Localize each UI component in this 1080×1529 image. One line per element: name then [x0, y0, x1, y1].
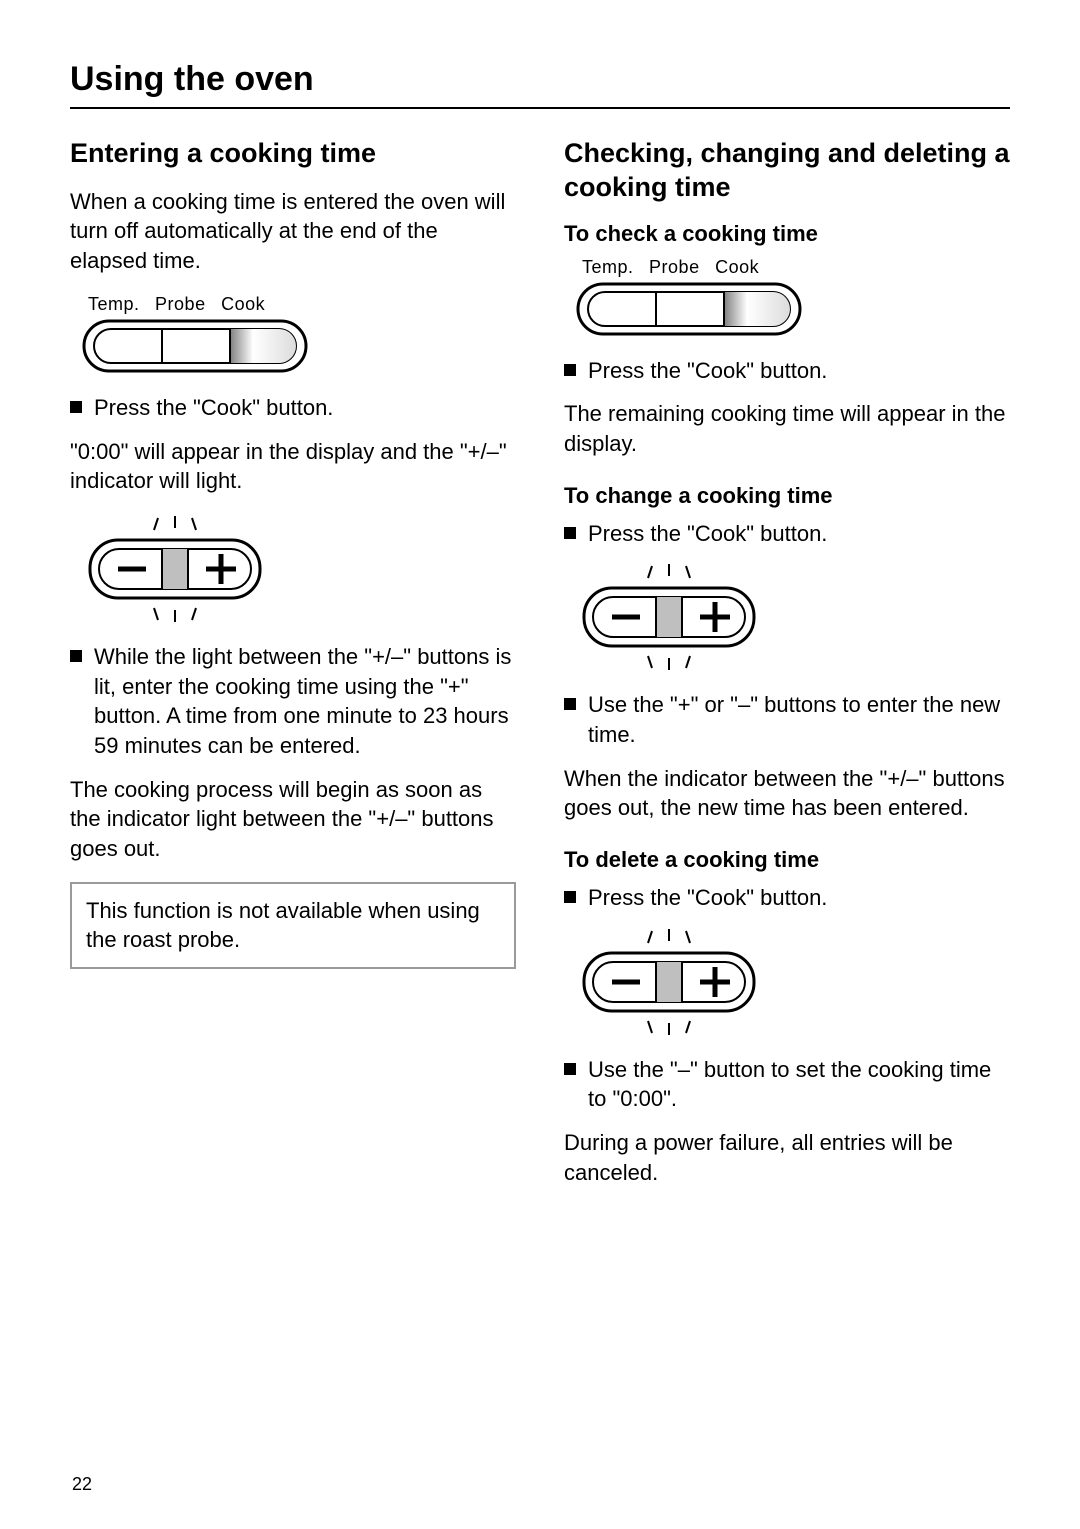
plus-minus-diagram: [574, 927, 1010, 1037]
bullet-item: Press the "Cook" button.: [70, 393, 516, 423]
bullet-item: Press the "Cook" button.: [564, 356, 1010, 386]
control-panel-diagram: Temp. Probe Cook: [574, 257, 1010, 338]
paragraph: "0:00" will appear in the display and th…: [70, 437, 516, 496]
title-rule: [70, 107, 1010, 109]
heading-change: To change a cooking time: [564, 483, 1010, 509]
heading-entering-time: Entering a cooking time: [70, 137, 516, 171]
panel-svg-icon: [574, 280, 804, 338]
paragraph: During a power failure, all entries will…: [564, 1128, 1010, 1187]
bullet-square-icon: [564, 1063, 576, 1075]
bullet-text: Press the "Cook" button.: [588, 356, 827, 386]
paragraph: The remaining cooking time will appear i…: [564, 399, 1010, 458]
panel-labels: Temp. Probe Cook: [88, 294, 516, 315]
label-cook: Cook: [715, 257, 759, 277]
paragraph: When a cooking time is entered the oven …: [70, 187, 516, 276]
label-temp: Temp.: [88, 294, 140, 314]
heading-delete: To delete a cooking time: [564, 847, 1010, 873]
label-cook: Cook: [221, 294, 265, 314]
control-panel-diagram: Temp. Probe Cook: [80, 294, 516, 375]
label-temp: Temp.: [582, 257, 634, 277]
paragraph: The cooking process will begin as soon a…: [70, 775, 516, 864]
plus-minus-diagram: [574, 562, 1010, 672]
plus-minus-diagram: [80, 514, 516, 624]
note-text: This function is not available when usin…: [86, 898, 480, 953]
panel-svg-icon: [80, 317, 310, 375]
bullet-item: Press the "Cook" button.: [564, 519, 1010, 549]
note-box: This function is not available when usin…: [70, 882, 516, 969]
bullet-square-icon: [70, 650, 82, 662]
heading-check: To check a cooking time: [564, 221, 1010, 247]
label-probe: Probe: [649, 257, 700, 277]
manual-page: Using the oven Entering a cooking time W…: [0, 0, 1080, 1529]
bullet-item: While the light between the "+/–" button…: [70, 642, 516, 761]
bullet-item: Press the "Cook" button.: [564, 883, 1010, 913]
bullet-text: Press the "Cook" button.: [588, 519, 827, 549]
bullet-square-icon: [564, 698, 576, 710]
bullet-square-icon: [70, 401, 82, 413]
page-number: 22: [72, 1474, 92, 1495]
bullet-text: Press the "Cook" button.: [588, 883, 827, 913]
columns: Entering a cooking time When a cooking t…: [70, 137, 1010, 1205]
paragraph: When the indicator between the "+/–" but…: [564, 764, 1010, 823]
pm-svg-icon: [574, 927, 764, 1037]
left-column: Entering a cooking time When a cooking t…: [70, 137, 516, 1205]
bullet-text: Use the "–" button to set the cooking ti…: [588, 1055, 1010, 1114]
pm-svg-icon: [80, 514, 270, 624]
bullet-square-icon: [564, 891, 576, 903]
bullet-text: Press the "Cook" button.: [94, 393, 333, 423]
pm-svg-icon: [574, 562, 764, 672]
bullet-square-icon: [564, 364, 576, 376]
heading-check-change-delete: Checking, changing and deleting a cookin…: [564, 137, 1010, 205]
panel-labels: Temp. Probe Cook: [582, 257, 1010, 278]
bullet-item: Use the "–" button to set the cooking ti…: [564, 1055, 1010, 1114]
bullet-item: Use the "+" or "–" buttons to enter the …: [564, 690, 1010, 749]
bullet-text: While the light between the "+/–" button…: [94, 642, 516, 761]
page-title: Using the oven: [70, 60, 1010, 99]
right-column: Checking, changing and deleting a cookin…: [564, 137, 1010, 1205]
label-probe: Probe: [155, 294, 206, 314]
bullet-square-icon: [564, 527, 576, 539]
bullet-text: Use the "+" or "–" buttons to enter the …: [588, 690, 1010, 749]
